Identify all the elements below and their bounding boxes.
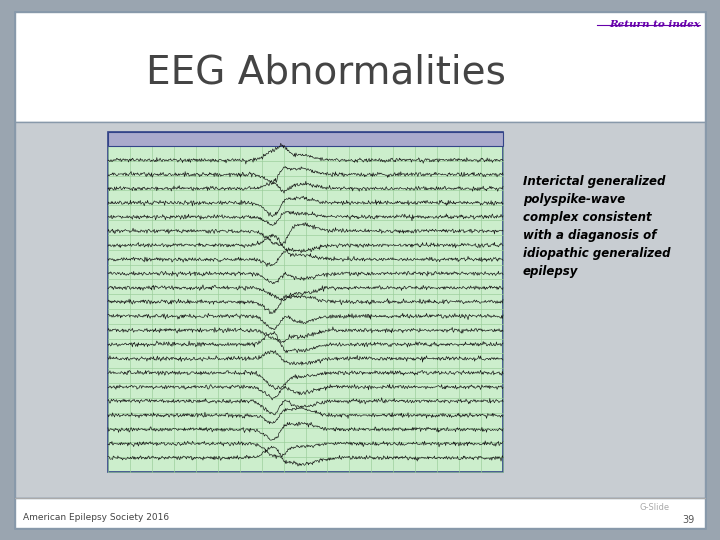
FancyBboxPatch shape <box>108 132 503 472</box>
Text: American Epilepsy Society 2016: American Epilepsy Society 2016 <box>23 514 169 523</box>
FancyBboxPatch shape <box>15 12 705 528</box>
FancyBboxPatch shape <box>108 132 503 146</box>
FancyBboxPatch shape <box>15 12 705 122</box>
Text: G-Slide: G-Slide <box>640 503 670 512</box>
FancyBboxPatch shape <box>15 498 705 528</box>
Text: Interictal generalized
polyspike-wave
complex consistent
with a diaganosis of
id: Interictal generalized polyspike-wave co… <box>523 175 670 278</box>
Text: EEG Abnormalities: EEG Abnormalities <box>145 53 505 91</box>
Text: 39: 39 <box>683 515 695 525</box>
FancyBboxPatch shape <box>15 122 705 498</box>
Text: Return to index: Return to index <box>609 20 700 29</box>
